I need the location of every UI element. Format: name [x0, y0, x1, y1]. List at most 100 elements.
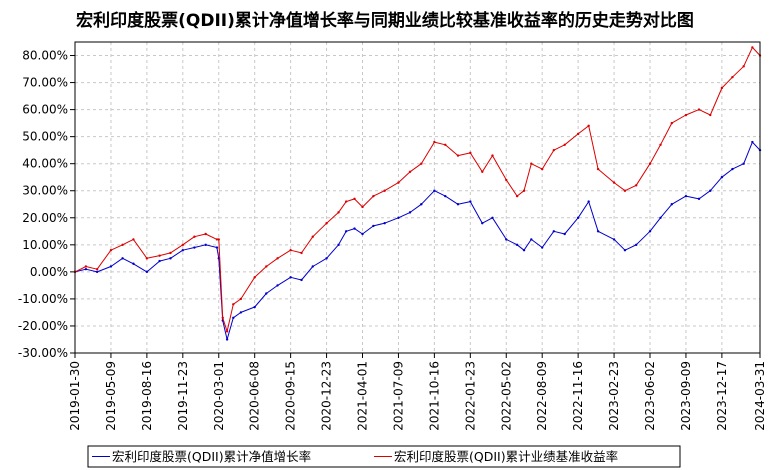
data-point	[530, 238, 533, 241]
data-point	[253, 276, 256, 279]
data-point	[456, 203, 460, 206]
data-point	[181, 249, 185, 252]
data-point	[215, 238, 219, 241]
data-point	[684, 194, 688, 198]
y-tick-label: 40.00%	[22, 157, 68, 171]
data-point	[491, 154, 494, 157]
data-point	[337, 211, 340, 214]
data-point	[540, 246, 544, 249]
data-point	[204, 232, 207, 236]
data-point	[623, 249, 627, 252]
data-point	[239, 297, 243, 301]
data-point	[132, 262, 135, 265]
chart-title: 宏利印度股票(QDII)累计净值增长率与同期业绩比较基准收益率的历史走势对比图	[76, 11, 694, 31]
data-point	[337, 243, 340, 247]
data-point	[361, 205, 364, 209]
x-tick-label: 2024-03-31	[753, 361, 767, 431]
y-axis: -30.00% -20.00% -10.00% 0.00% 10.00% 20.00% 30…	[18, 49, 75, 360]
data-point	[121, 243, 124, 247]
data-point	[731, 75, 734, 79]
data-point	[397, 216, 400, 219]
data-point	[635, 184, 638, 187]
x-tick-label: 2020-03-01	[212, 361, 226, 431]
data-point	[648, 230, 652, 233]
y-tick-label: 60.00%	[22, 103, 68, 117]
x-tick-label: 2022-08-09	[535, 361, 549, 431]
x-tick-label: 2019-05-09	[104, 361, 118, 431]
legend: 宏利印度股票(QDII)累计净值增长率 宏利印度股票(QDII)累计业绩基准收益率	[87, 445, 681, 468]
series-line-1	[74, 46, 761, 332]
data-point	[481, 221, 484, 225]
data-point	[709, 113, 712, 117]
data-point	[372, 224, 375, 228]
data-point	[232, 303, 235, 306]
data-point	[325, 257, 328, 260]
data-point	[505, 238, 508, 241]
data-point	[311, 235, 314, 238]
data-point	[253, 305, 256, 309]
x-tick-label: 2020-09-15	[284, 361, 298, 431]
data-point	[232, 316, 235, 320]
data-point	[300, 278, 303, 282]
data-point	[408, 170, 412, 174]
data-point	[751, 140, 754, 144]
data-point	[491, 216, 494, 219]
data-point	[720, 86, 724, 90]
data-point	[530, 162, 533, 165]
data-point	[587, 124, 590, 128]
data-point	[670, 203, 673, 206]
data-point	[221, 316, 224, 320]
data-point	[433, 189, 436, 192]
data-point	[408, 211, 412, 214]
data-point	[697, 108, 701, 111]
data-point	[276, 284, 279, 287]
data-point	[433, 140, 436, 144]
data-point	[515, 243, 519, 247]
data-point	[684, 113, 688, 117]
data-point	[481, 170, 484, 174]
data-point	[563, 232, 566, 236]
data-point	[84, 267, 88, 271]
data-point	[109, 249, 113, 252]
gridlines	[74, 42, 761, 354]
y-tick-label: 50.00%	[22, 130, 68, 144]
data-point	[84, 265, 88, 268]
data-point	[420, 162, 423, 165]
data-point	[265, 292, 268, 295]
x-axis: 2019-01-30 2019-05-09 2019-08-16 2019-11-23…	[68, 353, 767, 431]
data-point	[596, 230, 600, 233]
data-point	[181, 243, 185, 247]
data-point	[132, 238, 135, 241]
data-point	[469, 200, 472, 203]
data-point	[276, 257, 279, 260]
data-point	[505, 178, 508, 182]
data-point	[344, 230, 348, 233]
data-point	[193, 235, 196, 238]
data-point	[204, 243, 207, 247]
data-point	[217, 238, 220, 241]
data-point	[289, 276, 292, 279]
y-tick-label: 20.00%	[22, 211, 68, 225]
data-point	[552, 230, 556, 233]
data-point	[169, 257, 172, 260]
data-point	[289, 249, 292, 252]
data-point	[552, 148, 556, 152]
data-point	[95, 270, 99, 274]
data-point	[576, 216, 580, 219]
data-point	[720, 176, 724, 179]
data-point	[265, 265, 268, 268]
data-point	[742, 162, 745, 165]
x-tick-label: 2020-12-23	[320, 361, 334, 431]
data-point	[145, 257, 149, 260]
x-tick-label: 2022-05-02	[499, 361, 513, 431]
x-tick-label: 2023-12-17	[715, 361, 729, 431]
data-point	[383, 221, 386, 225]
data-point	[444, 143, 447, 146]
y-tick-label: -10.00%	[18, 292, 68, 306]
data-point	[361, 232, 364, 236]
data-point	[158, 254, 161, 257]
data-point	[612, 238, 616, 241]
x-tick-label: 2022-11-16	[571, 361, 585, 431]
data-point	[751, 46, 754, 49]
